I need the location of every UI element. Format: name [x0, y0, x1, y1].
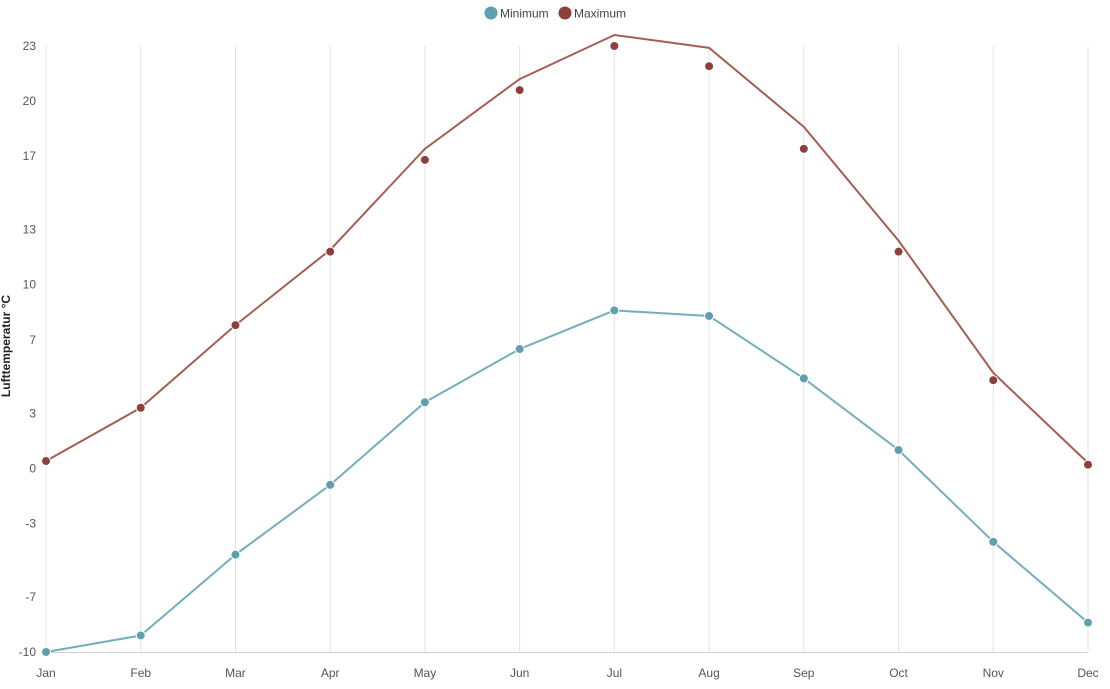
minimum-point-mar[interactable] [230, 549, 241, 560]
x-tick-label: Mar [225, 666, 246, 680]
gridlines [45, 46, 1089, 653]
maximum-point-sep[interactable] [798, 143, 809, 154]
x-tick-label: Dec [1077, 666, 1098, 680]
maximum-legend-label[interactable]: Maximum [574, 7, 626, 21]
y-tick-label: 7 [29, 333, 36, 347]
maximum-point-mar[interactable] [230, 320, 241, 331]
maximum-point-jun[interactable] [514, 85, 525, 96]
x-tick-label: Aug [698, 666, 719, 680]
x-tick-label: May [414, 666, 437, 680]
y-tick-label: -3 [25, 516, 36, 530]
minimum-legend-label[interactable]: Minimum [500, 7, 549, 21]
y-tick-label: -10 [19, 645, 37, 659]
x-tick-label: Jun [510, 666, 529, 680]
minimum-point-apr[interactable] [325, 479, 336, 490]
x-tick-label: Feb [130, 666, 151, 680]
maximum-series-line [45, 33, 1089, 464]
minimum-series-line [45, 309, 1089, 653]
minimum-point-jan[interactable] [41, 647, 51, 657]
minimum-point-jun[interactable] [514, 344, 525, 354]
legend: Minimum Maximum [484, 6, 626, 21]
minimum-point-dec[interactable] [1083, 617, 1093, 628]
maximum-point-dec[interactable] [1083, 459, 1093, 470]
series-lines [45, 33, 1089, 653]
minimum-point-jul[interactable] [609, 305, 620, 316]
maximum-point-aug[interactable] [704, 61, 715, 72]
y-axis-label: Lufttemperatur °C [0, 295, 13, 397]
minimum-point-may[interactable] [419, 397, 430, 408]
x-tick-label: Oct [889, 666, 908, 680]
maximum-legend-marker[interactable] [558, 6, 572, 20]
y-tick-label: -7 [25, 590, 36, 604]
x-axis-ticks: Jan Feb Mar Apr May Jun Jul Aug Sep Oct Nov Dec [36, 666, 1098, 680]
y-tick-label: 23 [23, 39, 37, 53]
minimum-legend-marker[interactable] [484, 6, 498, 20]
x-tick-label: Apr [321, 666, 340, 680]
y-tick-label: 20 [23, 94, 37, 108]
minimum-point-aug[interactable] [704, 310, 715, 321]
y-tick-label: 10 [23, 278, 37, 292]
y-tick-label: 0 [29, 461, 36, 475]
maximum-point-oct[interactable] [893, 246, 904, 257]
x-tick-label: Nov [983, 666, 1004, 680]
y-tick-label: 17 [23, 149, 37, 163]
maximum-point-feb[interactable] [135, 402, 146, 413]
x-tick-label: Sep [793, 666, 815, 680]
maximum-point-jan[interactable] [41, 456, 51, 467]
minimum-point-sep[interactable] [798, 373, 809, 384]
maximum-point-nov[interactable] [988, 375, 999, 386]
series-points [41, 41, 1093, 657]
maximum-point-jul[interactable] [609, 41, 620, 51]
x-tick-label: Jan [36, 666, 55, 680]
minimum-point-feb[interactable] [135, 630, 146, 641]
minimum-point-nov[interactable] [988, 536, 999, 547]
x-tick-label: Jul [607, 666, 622, 680]
y-tick-label: 3 [29, 406, 36, 420]
minimum-point-oct[interactable] [893, 445, 904, 455]
y-tick-label: 13 [23, 223, 37, 237]
y-axis-ticks: -10 -7 -3 0 3 7 10 13 17 20 23 [19, 39, 37, 659]
maximum-point-may[interactable] [419, 154, 430, 165]
maximum-point-apr[interactable] [325, 246, 336, 257]
